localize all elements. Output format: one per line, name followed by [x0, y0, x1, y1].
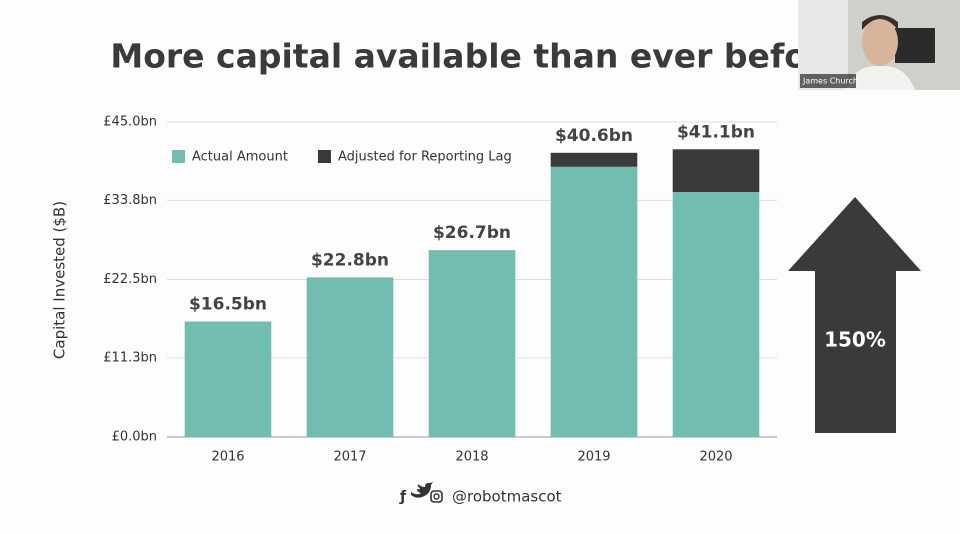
value-label: $16.5bn: [189, 295, 267, 315]
speaker-name: James Church: [802, 77, 858, 86]
growth-arrow: [788, 197, 921, 433]
bar-segment: [184, 321, 272, 437]
value-label: $41.1bn: [677, 122, 755, 142]
chart-title: More capital available than ever before: [110, 37, 845, 76]
x-tick-label: 2020: [699, 450, 732, 465]
bar-segment: [672, 149, 760, 192]
value-label: $40.6bn: [555, 126, 633, 146]
x-tick-label: 2017: [333, 450, 366, 465]
legend-swatch: [317, 150, 331, 163]
growth-annotation: 150%: [824, 328, 886, 352]
y-tick-label: £11.3bn: [103, 350, 157, 365]
x-tick-label: 2016: [211, 450, 244, 465]
legend-swatch: [172, 150, 185, 163]
y-tick-label: £33.8bn: [103, 193, 157, 208]
y-axis-label: Capital Invested ($B): [51, 201, 69, 359]
bar-segment: [550, 152, 638, 167]
value-label: $26.7bn: [433, 223, 511, 243]
bar-segment: [306, 277, 394, 437]
x-tick-label: 2019: [577, 450, 610, 465]
social-icons: ƒ: [399, 482, 443, 505]
video-overlay: James Church: [798, 0, 960, 90]
y-tick-label: £45.0bn: [103, 115, 157, 130]
bar-segment: [550, 166, 638, 438]
svg-text:ƒ: ƒ: [399, 489, 407, 505]
y-tick-label: £22.5bn: [103, 272, 157, 287]
bar-segment: [672, 192, 760, 437]
y-tick-label: £0.0bn: [112, 430, 157, 445]
value-label: $22.8bn: [311, 250, 389, 270]
legend-label: Adjusted for Reporting Lag: [338, 150, 512, 165]
x-tick-label: 2018: [455, 450, 488, 465]
footer-handle: @robotmascot: [452, 488, 562, 506]
legend-label: Actual Amount: [192, 150, 288, 165]
bar-segment: [428, 250, 516, 437]
